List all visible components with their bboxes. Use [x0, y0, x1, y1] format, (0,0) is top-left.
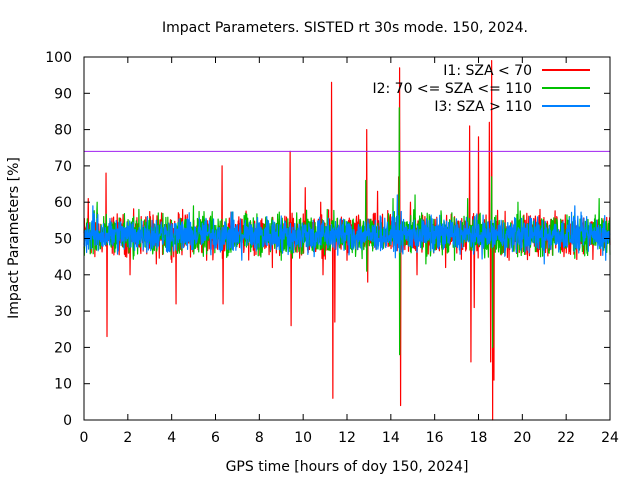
series-line-3: [83, 194, 611, 265]
y-tick-label: 80: [54, 123, 72, 139]
legend: I1: SZA < 70 I2: 70 <= SZA <= 110 I3: SZ…: [372, 63, 590, 115]
x-tick-label: 10: [294, 430, 312, 446]
chart-title: Impact Parameters. SISTED rt 30s mode. 1…: [162, 20, 528, 36]
x-tick-label: 18: [470, 430, 488, 446]
legend-label-i3: I3: SZA > 110: [434, 99, 532, 115]
y-tick-label: 30: [54, 304, 72, 320]
x-tick-label: 2: [123, 430, 132, 446]
series-layer: [83, 60, 611, 421]
y-tick-label: 10: [54, 377, 72, 393]
y-tick-label: 70: [54, 159, 72, 175]
x-tick-label: 14: [382, 430, 400, 446]
y-tick-label: 40: [54, 268, 72, 284]
y-tick-label: 50: [54, 232, 72, 248]
x-tick-label: 8: [255, 430, 264, 446]
x-tick-label: 4: [167, 430, 176, 446]
y-tick-label: 0: [63, 413, 72, 429]
x-axis-label: GPS time [hours of doy 150, 2024]: [226, 459, 469, 475]
y-tick-label: 20: [54, 340, 72, 356]
x-tick-label: 24: [601, 430, 619, 446]
x-tick-label: 6: [211, 430, 220, 446]
legend-label-i2: I2: 70 <= SZA <= 110: [372, 81, 532, 97]
y-tick-label: 90: [54, 86, 72, 102]
axis-ticks: 0 2 4 6 8 10 12 14 16 18 20 22 240102030405060708090…: [45, 50, 619, 446]
x-tick-label: 0: [80, 430, 89, 446]
y-axis-label: Impact Parameters [%]: [6, 157, 22, 319]
x-tick-label: 12: [338, 430, 356, 446]
legend-label-i1: I1: SZA < 70: [443, 63, 532, 79]
y-tick-label: 60: [54, 195, 72, 211]
x-tick-label: 20: [513, 430, 531, 446]
x-tick-label: 22: [557, 430, 575, 446]
y-tick-label: 100: [45, 50, 72, 66]
x-tick-label: 16: [426, 430, 444, 446]
